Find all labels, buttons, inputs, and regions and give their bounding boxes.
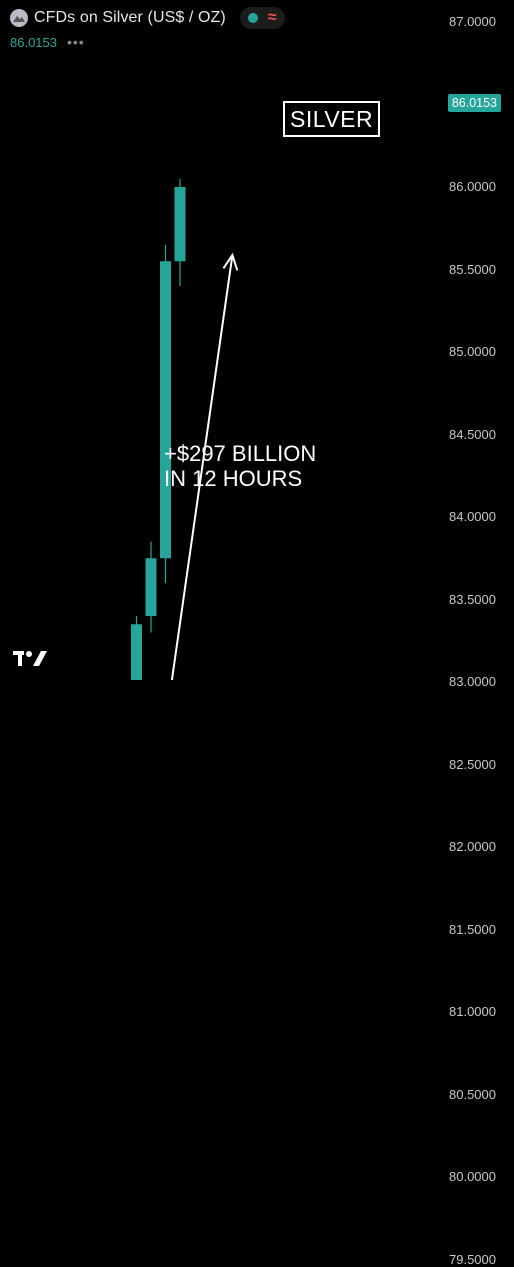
gain-annotation-line2: IN 12 HOURS <box>164 466 303 491</box>
price-axis-label: 80.0000 <box>449 1169 496 1184</box>
price-axis-label: 79.5000 <box>449 1251 496 1267</box>
candle-body <box>145 558 157 616</box>
price-axis-label: 83.0000 <box>449 674 496 689</box>
tradingview-logo-icon[interactable] <box>13 646 49 668</box>
price-axis-label: 84.0000 <box>449 509 496 524</box>
symbol-title[interactable]: CFDs on Silver (US$ / OZ) <box>34 9 226 26</box>
candle[interactable] <box>131 616 142 680</box>
price-axis-label: 87.0000 <box>449 14 496 29</box>
price-axis-label: 80.5000 <box>449 1086 496 1102</box>
trend-arrow <box>170 252 239 680</box>
silver-label: SILVER <box>283 101 381 137</box>
price-axis-label: 85.0000 <box>449 344 496 359</box>
wave-icon: ≈ <box>267 9 277 26</box>
market-status-icon <box>247 13 258 23</box>
price-axis-label: 82.0000 <box>449 839 496 854</box>
price-axis-label: 84.5000 <box>449 426 496 442</box>
current-price: 86.0153 <box>10 34 57 50</box>
symbol-logo-icon[interactable] <box>10 9 28 27</box>
price-axis-label: 86.0000 <box>449 179 496 194</box>
price-axis-label: 83.5000 <box>449 591 496 607</box>
candle-body <box>174 187 186 262</box>
price-readout: 86.0153 ••• <box>10 34 85 50</box>
price-axis-label: 85.5000 <box>449 261 496 277</box>
price-axis-label: 81.0000 <box>449 1004 496 1019</box>
price-axis-label: 81.5000 <box>449 921 496 937</box>
candlestick-chart[interactable] <box>0 0 514 680</box>
candle[interactable] <box>174 178 186 286</box>
gain-annotation: +$297 BILLION IN 12 HOURS <box>164 441 316 491</box>
market-status-pill[interactable]: ≈ <box>239 7 285 29</box>
candle[interactable] <box>160 244 171 583</box>
current-price-tag: 86.0153 <box>447 94 501 112</box>
candle-body <box>160 261 171 559</box>
price-axis-label: 82.5000 <box>449 756 496 772</box>
candle-body <box>131 624 142 680</box>
more-dots-icon[interactable]: ••• <box>67 34 85 50</box>
gain-annotation-line1: +$297 BILLION <box>164 441 317 466</box>
candle[interactable] <box>145 541 157 633</box>
chart-header: CFDs on Silver (US$ / OZ) ≈ <box>10 6 285 30</box>
